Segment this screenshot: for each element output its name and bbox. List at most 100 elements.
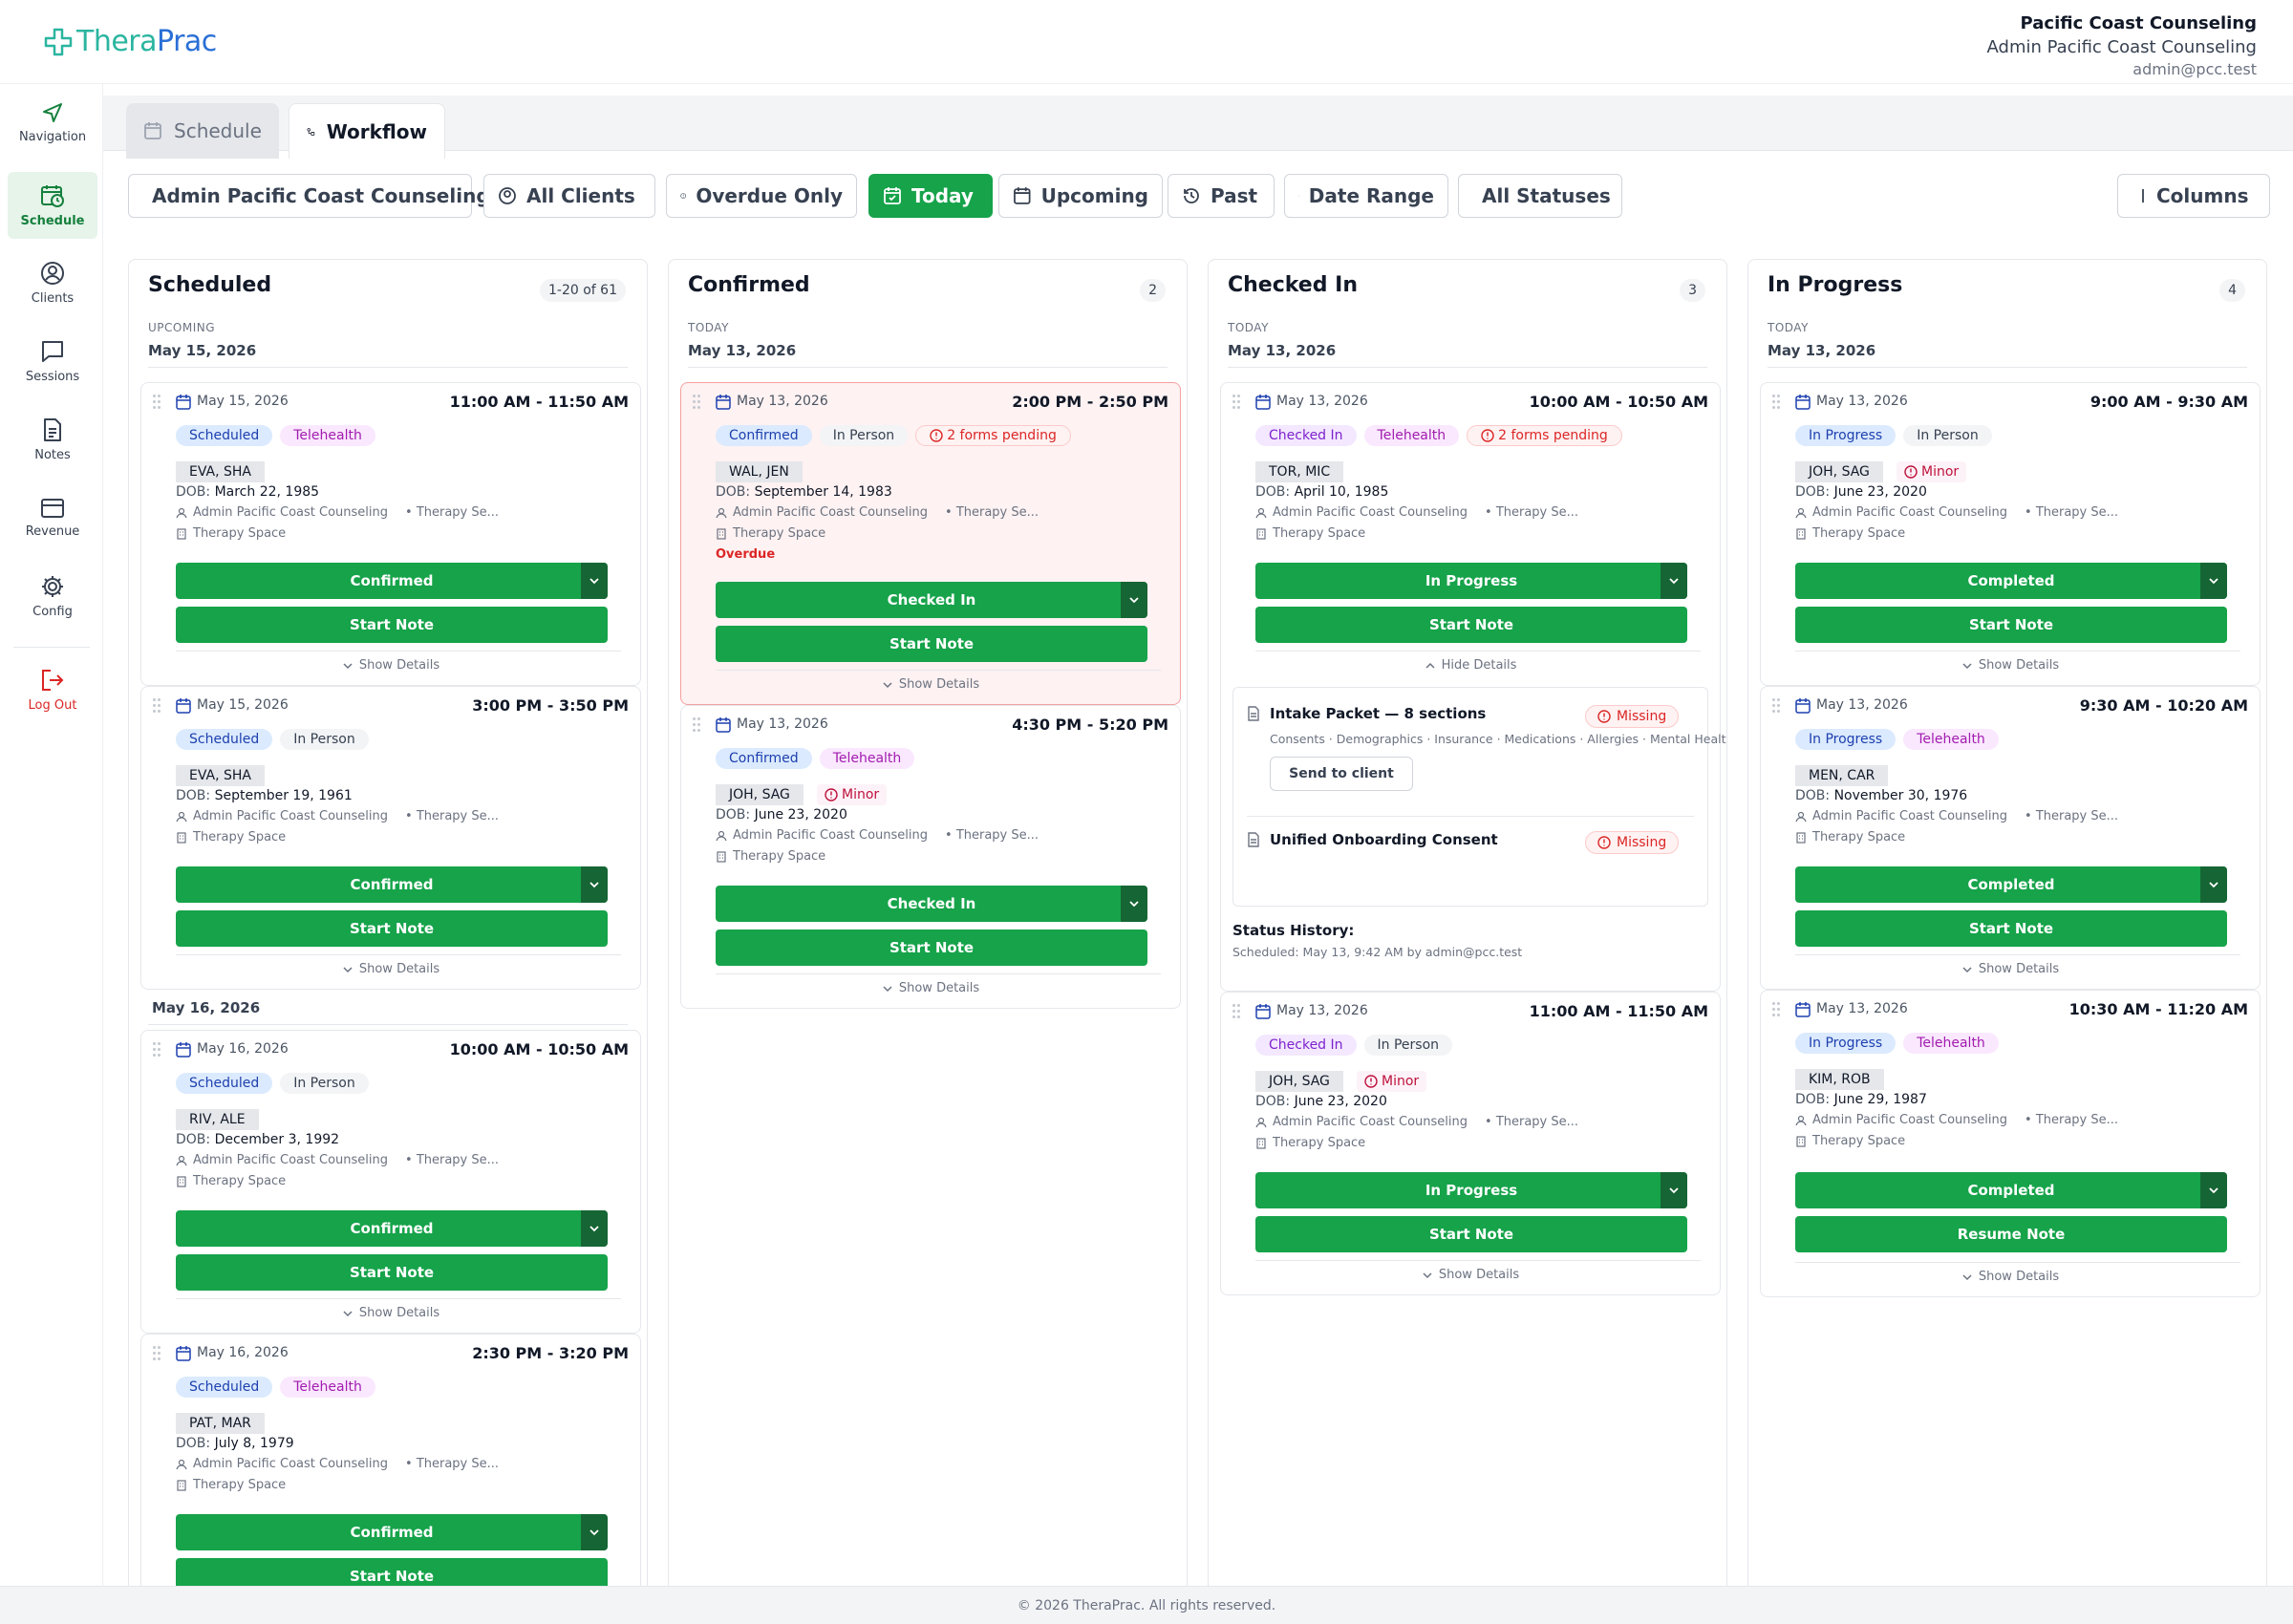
status-action-button[interactable]: Checked In xyxy=(716,582,1147,618)
show-details-toggle[interactable]: Show Details xyxy=(1761,1270,2260,1284)
status-action-button[interactable]: Confirmed xyxy=(176,563,608,599)
today-filter[interactable]: Today xyxy=(868,174,993,218)
show-details-toggle[interactable]: Show Details xyxy=(141,658,640,673)
drag-handle-icon[interactable] xyxy=(1772,395,1780,410)
chevron-down-icon[interactable] xyxy=(1661,1172,1687,1208)
drag-handle-icon[interactable] xyxy=(153,698,161,714)
account-info[interactable]: Pacific Coast Counseling Admin Pacific C… xyxy=(1987,11,2257,80)
start-note-button[interactable]: Start Note xyxy=(1255,1216,1687,1252)
appointment-card[interactable]: May 16, 2026 10:00 AM - 10:50 AM Schedul… xyxy=(140,1030,641,1334)
drag-handle-icon[interactable] xyxy=(1232,395,1240,410)
status-action-button[interactable]: Confirmed xyxy=(176,1514,608,1550)
chevron-down-icon[interactable] xyxy=(2200,563,2227,599)
appointment-card[interactable]: May 13, 2026 10:30 AM - 11:20 AM In Prog… xyxy=(1760,990,2261,1297)
forms-pending-badge[interactable]: 2 forms pending xyxy=(1467,425,1622,446)
client-name[interactable]: MEN, CAR xyxy=(1795,765,1889,786)
app-logo[interactable]: TheraPrac xyxy=(44,25,217,58)
chevron-down-icon[interactable] xyxy=(2200,866,2227,903)
sidebar-item-notes[interactable]: Notes xyxy=(8,406,97,473)
sidebar-item-sessions[interactable]: Sessions xyxy=(8,328,97,395)
status-action-button[interactable]: In Progress xyxy=(1255,1172,1687,1208)
sidebar-item-schedule[interactable]: Schedule xyxy=(8,172,97,239)
drag-handle-icon[interactable] xyxy=(153,1042,161,1058)
chevron-down-icon[interactable] xyxy=(1121,582,1147,618)
client-name[interactable]: PAT, MAR xyxy=(176,1413,265,1434)
drag-handle-icon[interactable] xyxy=(153,1346,161,1361)
status-action-button[interactable]: In Progress xyxy=(1255,563,1687,599)
start-note-button[interactable]: Start Note xyxy=(716,626,1147,662)
appointment-card[interactable]: May 16, 2026 2:30 PM - 3:20 PM Scheduled… xyxy=(140,1334,641,1614)
chevron-down-icon[interactable] xyxy=(581,866,608,903)
chevron-down-icon[interactable] xyxy=(581,1210,608,1247)
show-details-toggle[interactable]: Show Details xyxy=(1761,658,2260,673)
sidebar-item-clients[interactable]: Clients xyxy=(8,249,97,316)
start-note-button[interactable]: Start Note xyxy=(176,1254,608,1291)
appointment-card[interactable]: May 13, 2026 9:30 AM - 10:20 AM In Progr… xyxy=(1760,686,2261,990)
overdue-filter[interactable]: Overdue Only xyxy=(666,174,857,218)
show-details-toggle[interactable]: Show Details xyxy=(681,981,1180,995)
hide-details-toggle[interactable]: Hide Details xyxy=(1221,658,1720,673)
send-to-client-button[interactable]: Send to client xyxy=(1270,757,1413,791)
appointment-card[interactable]: May 13, 2026 4:30 PM - 5:20 PM Confirmed… xyxy=(680,705,1181,1009)
appointment-card[interactable]: May 15, 2026 3:00 PM - 3:50 PM Scheduled… xyxy=(140,686,641,990)
appointment-card-expanded[interactable]: May 13, 2026 10:00 AM - 10:50 AM Checked… xyxy=(1220,382,1726,992)
sidebar-item-navigation[interactable]: Navigation xyxy=(8,89,97,156)
start-note-button[interactable]: Start Note xyxy=(176,910,608,947)
chevron-down-icon[interactable] xyxy=(1121,886,1147,922)
drag-handle-icon[interactable] xyxy=(693,717,700,733)
client-name[interactable]: JOH, SAG xyxy=(1255,1071,1343,1092)
status-action-button[interactable]: Completed xyxy=(1795,563,2227,599)
start-note-button[interactable]: Start Note xyxy=(716,930,1147,966)
status-filter[interactable]: All Statuses xyxy=(1458,174,1622,218)
drag-handle-icon[interactable] xyxy=(693,395,700,410)
client-name[interactable]: WAL, JEN xyxy=(716,461,803,482)
start-note-button[interactable]: Start Note xyxy=(176,607,608,643)
columns-button[interactable]: Columns xyxy=(2117,174,2270,218)
client-name[interactable]: EVA, SHA xyxy=(176,461,265,482)
chevron-down-icon[interactable] xyxy=(581,563,608,599)
clients-filter[interactable]: All Clients xyxy=(483,174,655,218)
drag-handle-icon[interactable] xyxy=(1772,1002,1780,1017)
date-range-filter[interactable]: Date Range xyxy=(1284,174,1448,218)
client-name[interactable]: JOH, SAG xyxy=(1795,461,1883,482)
forms-pending-badge[interactable]: 2 forms pending xyxy=(915,425,1071,446)
drag-handle-icon[interactable] xyxy=(1232,1004,1240,1019)
appointment-card[interactable]: May 13, 2026 9:00 AM - 9:30 AM In Progre… xyxy=(1760,382,2261,686)
show-details-toggle[interactable]: Show Details xyxy=(681,677,1180,692)
start-note-button[interactable]: Start Note xyxy=(1795,607,2227,643)
show-details-toggle[interactable]: Show Details xyxy=(141,1306,640,1320)
status-action-button[interactable]: Completed xyxy=(1795,866,2227,903)
tab-workflow[interactable]: Workflow xyxy=(289,103,445,159)
sidebar-item-revenue[interactable]: Revenue xyxy=(8,484,97,551)
appointment-card[interactable]: May 13, 2026 11:00 AM - 11:50 AM Checked… xyxy=(1220,992,1721,1295)
chevron-down-icon[interactable] xyxy=(2200,1172,2227,1208)
logout-button[interactable]: Log Out xyxy=(8,656,97,723)
start-note-button[interactable]: Start Note xyxy=(1795,910,2227,947)
upcoming-filter[interactable]: Upcoming xyxy=(998,174,1163,218)
sidebar-item-config[interactable]: Config xyxy=(8,563,97,630)
appointment-card-overdue[interactable]: May 13, 2026 2:00 PM - 2:50 PM Confirmed… xyxy=(680,382,1181,705)
client-name[interactable]: JOH, SAG xyxy=(716,784,804,805)
status-action-button[interactable]: Completed xyxy=(1795,1172,2227,1208)
chevron-down-icon[interactable] xyxy=(1661,563,1687,599)
client-name[interactable]: EVA, SHA xyxy=(176,765,265,786)
appointment-card[interactable]: May 15, 2026 11:00 AM - 11:50 AM Schedul… xyxy=(140,382,641,686)
client-name[interactable]: RIV, ALE xyxy=(176,1109,259,1130)
status-action-button[interactable]: Checked In xyxy=(716,886,1147,922)
start-note-button[interactable]: Start Note xyxy=(1255,607,1687,643)
drag-handle-icon[interactable] xyxy=(1772,698,1780,714)
status-action-button[interactable]: Confirmed xyxy=(176,866,608,903)
tab-schedule[interactable]: Schedule xyxy=(126,103,279,159)
client-name[interactable]: KIM, ROB xyxy=(1795,1069,1884,1090)
provider-filter[interactable]: Admin Pacific Coast Counseling xyxy=(128,174,490,218)
show-details-toggle[interactable]: Show Details xyxy=(1221,1268,1720,1282)
show-details-toggle[interactable]: Show Details xyxy=(1761,962,2260,976)
resume-note-button[interactable]: Resume Note xyxy=(1795,1216,2227,1252)
status-action-button[interactable]: Confirmed xyxy=(176,1210,608,1247)
past-filter[interactable]: Past xyxy=(1168,174,1275,218)
show-details-toggle[interactable]: Show Details xyxy=(141,962,640,976)
client-name[interactable]: TOR, MIC xyxy=(1255,461,1344,482)
drag-handle-icon[interactable] xyxy=(153,395,161,410)
status-badge: In Progress xyxy=(1795,1033,1897,1054)
chevron-down-icon[interactable] xyxy=(581,1514,608,1550)
